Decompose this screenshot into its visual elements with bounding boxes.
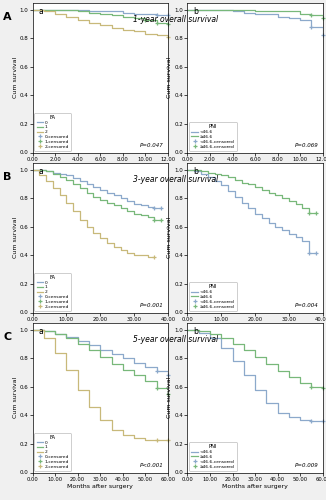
Text: a: a [38,7,43,16]
Text: P<0.001: P<0.001 [140,463,164,468]
Text: P=0.009: P=0.009 [295,463,319,468]
Y-axis label: Cum survival: Cum survival [13,57,18,98]
X-axis label: Months after surgery: Months after surgery [222,324,288,329]
X-axis label: Months after surgery: Months after surgery [67,164,133,169]
Legend: 0, 1, 2, 0-censored, 1-censored, 2-censored: 0, 1, 2, 0-censored, 1-censored, 2-censo… [34,432,71,470]
Text: P=0.001: P=0.001 [140,303,164,308]
Y-axis label: Cum survival: Cum survival [168,57,172,98]
X-axis label: Months after surgery: Months after surgery [67,484,133,489]
Text: b: b [193,7,198,16]
Y-axis label: Cum survival: Cum survival [168,377,172,418]
Text: P=0.069: P=0.069 [295,143,319,148]
Text: B: B [3,172,12,182]
Y-axis label: Cum survival: Cum survival [13,377,18,418]
Text: P=0.004: P=0.004 [295,303,319,308]
X-axis label: Months after surgery: Months after surgery [222,164,288,169]
Legend: <46.6, ≥46.6, <46.6-censored, ≥46.6-censored: <46.6, ≥46.6, <46.6-censored, ≥46.6-cens… [189,122,237,150]
Text: 3-year overall survival: 3-year overall survival [133,175,219,184]
Text: P=0.047: P=0.047 [140,143,164,148]
Text: b: b [193,327,198,336]
Legend: 0, 1, 2, 0-censored, 1-censored, 2-censored: 0, 1, 2, 0-censored, 1-censored, 2-censo… [34,272,71,310]
Legend: <46.6, ≥46.6, <46.6-censored, ≥46.6-censored: <46.6, ≥46.6, <46.6-censored, ≥46.6-cens… [189,282,237,310]
Text: a: a [38,327,43,336]
Legend: <46.6, ≥46.6, <46.6-censored, ≥46.6-censored: <46.6, ≥46.6, <46.6-censored, ≥46.6-cens… [189,442,237,470]
Y-axis label: Cum survival: Cum survival [13,217,18,258]
X-axis label: Months after surgery: Months after surgery [222,484,288,489]
Y-axis label: Cum survival: Cum survival [168,217,172,258]
X-axis label: Months after surgery: Months after surgery [67,324,133,329]
Text: b: b [193,167,198,176]
Text: C: C [3,332,11,342]
Text: 1-year overall survival: 1-year overall survival [133,15,219,24]
Text: a: a [38,167,43,176]
Legend: 0, 1, 2, 0-censored, 1-censored, 2-censored: 0, 1, 2, 0-censored, 1-censored, 2-censo… [34,112,71,150]
Text: A: A [3,12,12,22]
Text: 5-year overall survival: 5-year overall survival [133,335,219,344]
